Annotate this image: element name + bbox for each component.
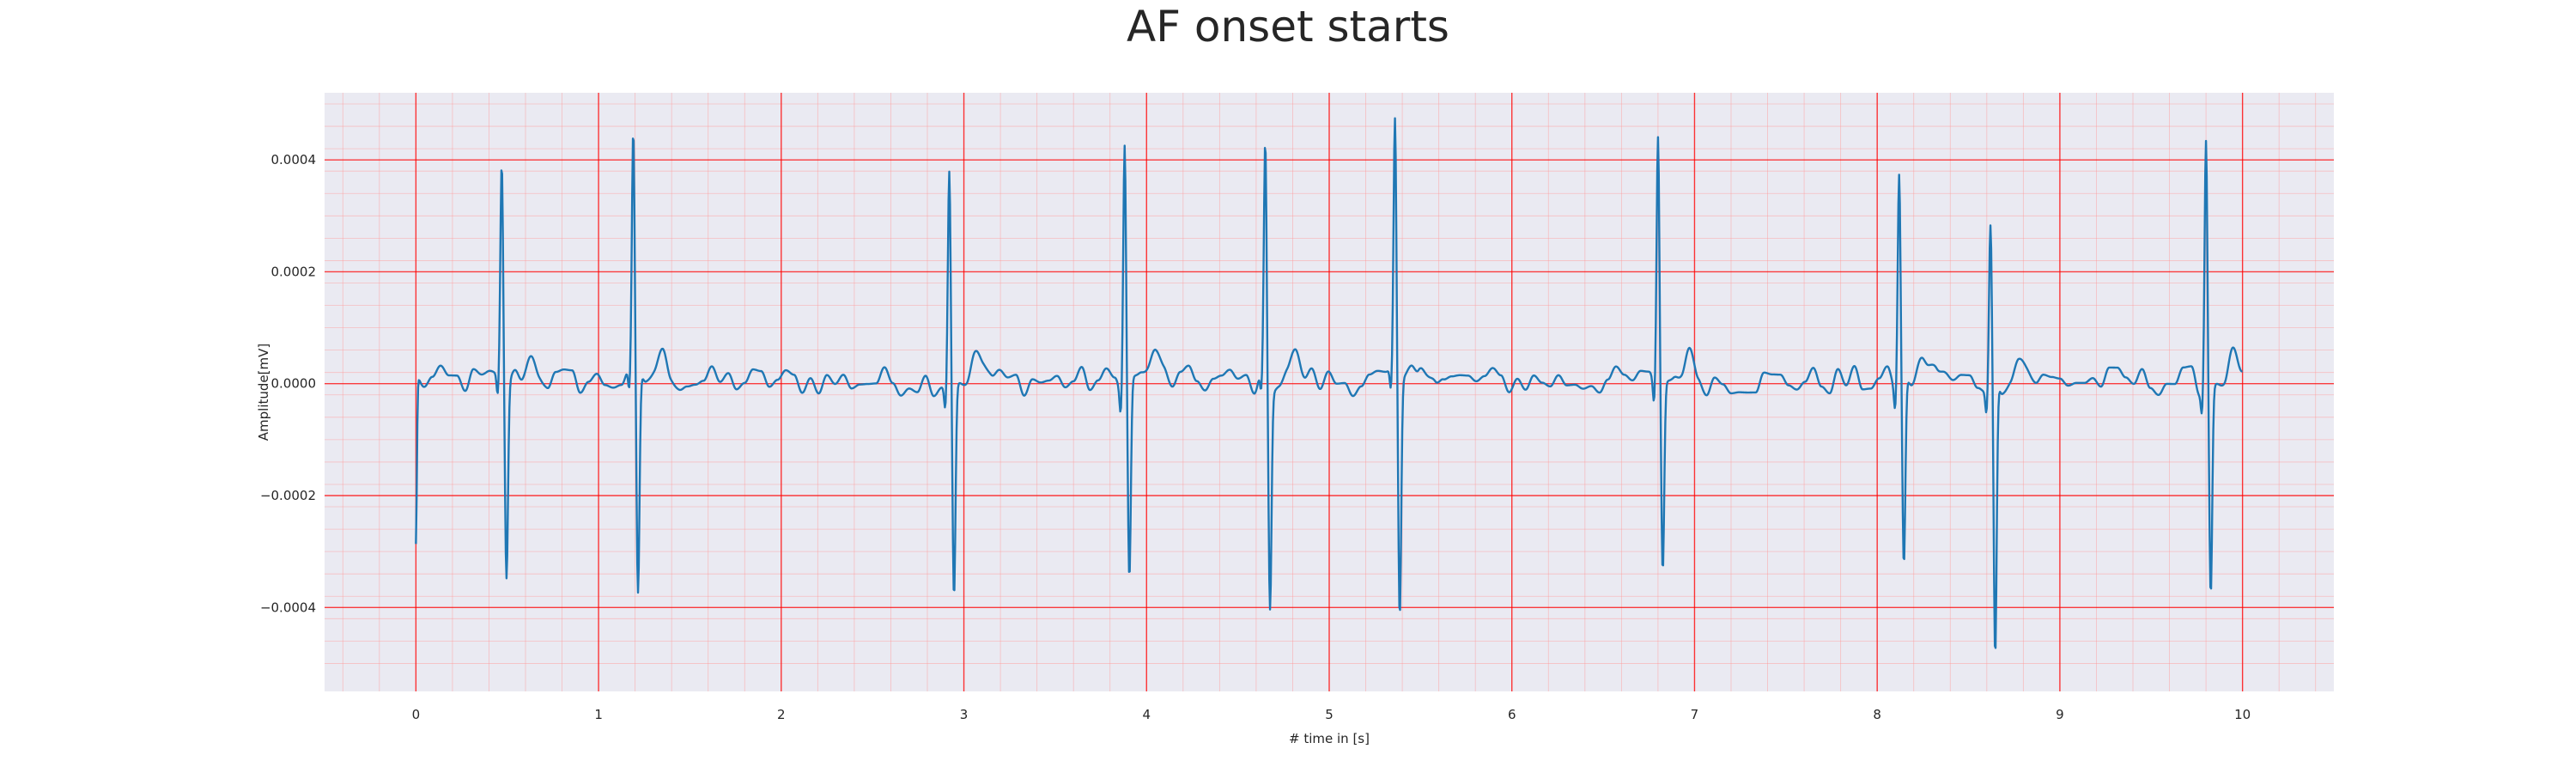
x-tick-labels: 0 1 2 3 4 5 6 7 8 9 10	[412, 707, 2251, 722]
x-tick-label: 3	[960, 707, 969, 722]
ecg-series-line	[415, 117, 2243, 649]
major-grid	[325, 93, 2334, 691]
x-tick-label: 4	[1142, 707, 1151, 722]
y-tick-label: −0.0002	[260, 488, 316, 503]
chart-title: AF onset starts	[1127, 2, 1449, 52]
x-tick-label: 9	[2056, 707, 2064, 722]
x-tick-label: 6	[1508, 707, 1516, 722]
y-tick-label: 0.0004	[271, 152, 317, 167]
x-tick-label: 8	[1873, 707, 1881, 722]
x-tick-label: 0	[412, 707, 421, 722]
x-axis-label: # time in [s]	[1289, 731, 1370, 746]
x-tick-label: 7	[1691, 707, 1699, 722]
x-tick-label: 10	[2234, 707, 2251, 722]
y-tick-label: −0.0004	[260, 600, 316, 615]
x-tick-label: 5	[1325, 707, 1334, 722]
y-axis-label: Amplitude[mV]	[256, 344, 271, 441]
x-tick-label: 2	[777, 707, 786, 722]
x-tick-label: 1	[594, 707, 603, 722]
y-tick-labels: −0.0004 −0.0002 0.0000 0.0002 0.0004	[260, 152, 316, 615]
y-tick-label: 0.0002	[271, 264, 317, 279]
y-tick-label: 0.0000	[271, 376, 317, 392]
